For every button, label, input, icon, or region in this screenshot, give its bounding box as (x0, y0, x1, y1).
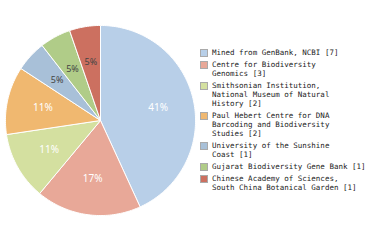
svg-text:17%: 17% (83, 171, 103, 185)
html-text:Paul Hebert Centre for DNA Bar: Paul Hebert Centre for DNA Barcoding and… (212, 111, 330, 138)
svg-text:5%: 5% (66, 62, 79, 75)
svg-text:5%: 5% (84, 55, 97, 68)
html-text:Centre for Biodiversity Genomi: Centre for Biodiversity Genomics [3] (212, 60, 316, 78)
svg-text:11%: 11% (33, 100, 53, 114)
html-text:Mined from GenBank, NCBI [7]: Mined from GenBank, NCBI [7] (212, 48, 339, 57)
svg-text:5%: 5% (51, 73, 64, 86)
svg-text:11%: 11% (39, 142, 59, 156)
html-text:Smithsonian Institution, Natio: Smithsonian Institution, National Museum… (212, 81, 330, 108)
html-text:University of the Sunshine Coa: University of the Sunshine Coast [1] (212, 141, 330, 159)
html-text:Gujarat Biodiversity Gene Bank: Gujarat Biodiversity Gene Bank [1] (212, 162, 366, 171)
svg-text:41%: 41% (148, 100, 168, 114)
html-text:Chinese Academy of Sciences, S: Chinese Academy of Sciences, South China… (212, 174, 357, 192)
